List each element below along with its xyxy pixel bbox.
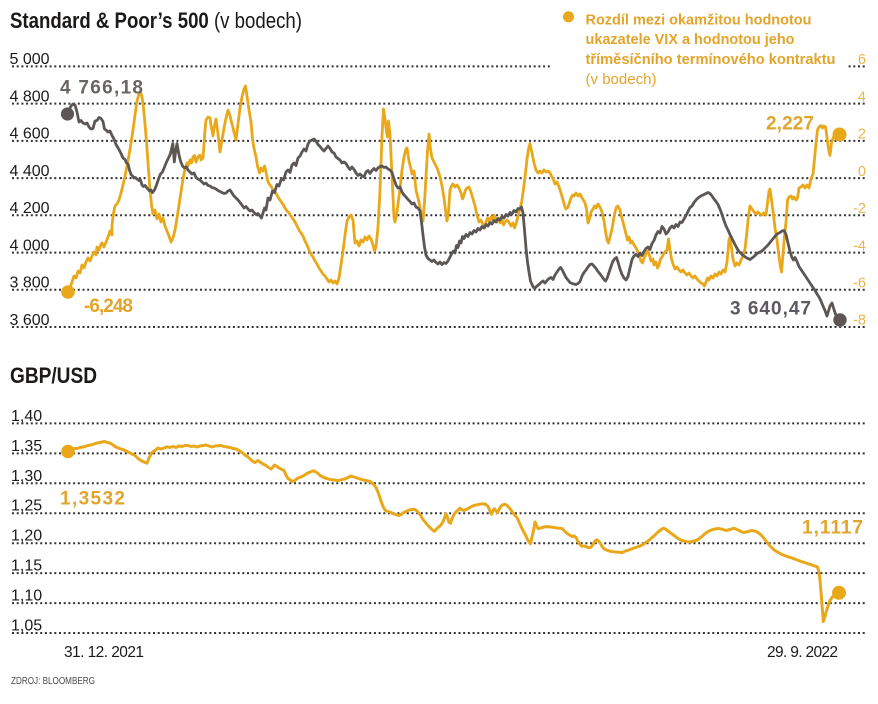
svg-text:(v bodech): (v bodech): [586, 72, 657, 88]
svg-text:2,227: 2,227: [766, 114, 814, 135]
svg-text:3 800: 3 800: [10, 275, 50, 292]
svg-text:-4: -4: [853, 238, 866, 254]
svg-text:1,1117: 1,1117: [802, 518, 863, 539]
svg-text:1,35: 1,35: [11, 438, 42, 455]
svg-text:0: 0: [858, 164, 866, 180]
svg-text:Standard & Poor’s 500 (v bodec: Standard & Poor’s 500 (v bodech): [10, 8, 302, 33]
svg-text:1,40: 1,40: [11, 408, 42, 425]
svg-text:4 600: 4 600: [10, 126, 50, 143]
svg-text:-6: -6: [853, 276, 866, 292]
svg-text:4 200: 4 200: [10, 200, 50, 217]
svg-text:29. 9. 2022: 29. 9. 2022: [767, 644, 838, 661]
svg-text:1,05: 1,05: [11, 618, 42, 635]
svg-text:2: 2: [858, 127, 866, 143]
svg-text:3 600: 3 600: [10, 312, 50, 329]
svg-text:4 766,18: 4 766,18: [60, 78, 143, 99]
svg-text:1,20: 1,20: [11, 528, 42, 545]
svg-text:4: 4: [858, 89, 866, 105]
svg-text:1,30: 1,30: [11, 468, 42, 485]
svg-text:tříměsíčního termínového kontr: tříměsíčního termínového kontraktu: [586, 52, 836, 68]
svg-text:1,3532: 1,3532: [60, 489, 125, 510]
svg-text:4 800: 4 800: [10, 88, 50, 105]
svg-text:-6,248: -6,248: [84, 296, 133, 317]
svg-text:1,10: 1,10: [11, 588, 42, 605]
svg-text:4 000: 4 000: [10, 237, 50, 254]
svg-text:-8: -8: [853, 313, 866, 329]
svg-text:-2: -2: [853, 201, 866, 217]
svg-text:3 640,47: 3 640,47: [730, 299, 811, 320]
svg-text:Rozdíl mezi okamžitou hodnotou: Rozdíl mezi okamžitou hodnotou: [586, 12, 812, 28]
svg-text:4 400: 4 400: [10, 163, 50, 180]
svg-text:1,25: 1,25: [11, 498, 42, 515]
svg-text:GBP/USD: GBP/USD: [10, 363, 97, 388]
svg-text:31. 12. 2021: 31. 12. 2021: [64, 644, 144, 661]
svg-text:5 000: 5 000: [10, 51, 50, 68]
svg-text:ukazatele VIX a hodnotou jeho: ukazatele VIX a hodnotou jeho: [586, 32, 795, 48]
svg-text:1,15: 1,15: [11, 558, 42, 575]
svg-text:6: 6: [858, 52, 866, 68]
svg-text:ZDROJ: BLOOMBERG: ZDROJ: BLOOMBERG: [11, 676, 95, 687]
